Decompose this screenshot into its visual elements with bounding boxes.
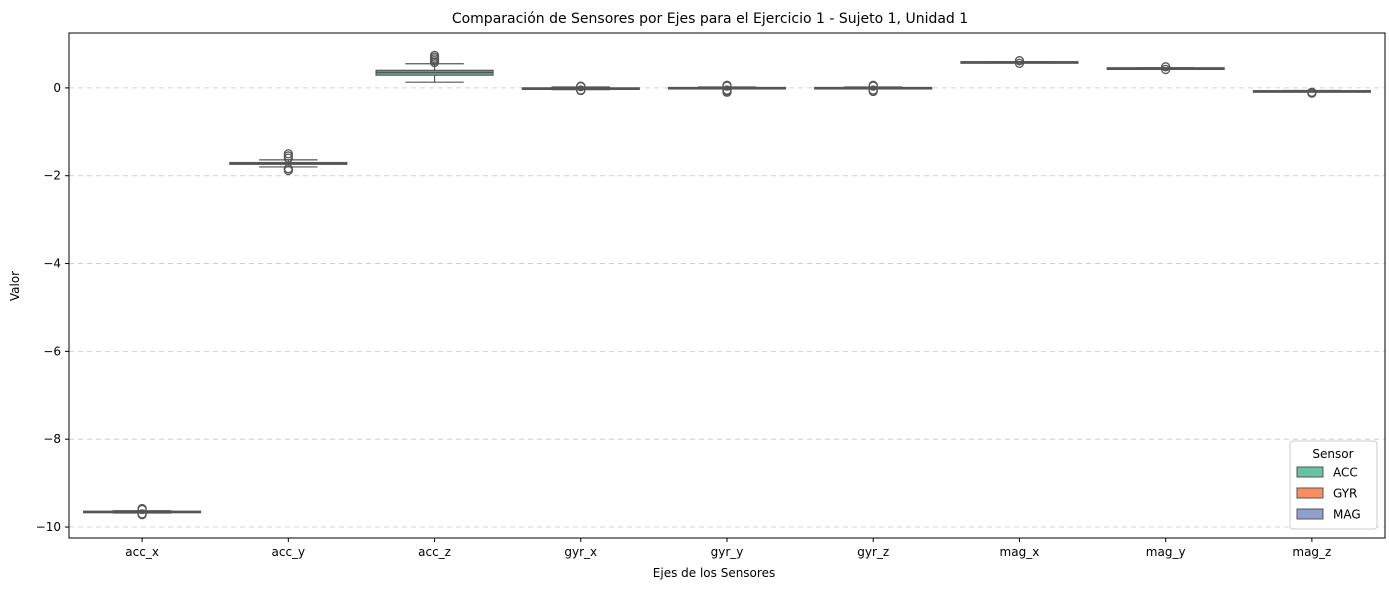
x-tick-label: acc_z bbox=[418, 545, 451, 559]
box-gyr_y bbox=[667, 80, 787, 97]
box-mag_x bbox=[960, 56, 1079, 68]
y-tick-label: −10 bbox=[36, 520, 61, 534]
legend-swatch-acc bbox=[1296, 466, 1324, 478]
y-tick-label: 0 bbox=[53, 81, 61, 95]
x-tick-label: gyr_x bbox=[564, 545, 597, 559]
outlier-point bbox=[576, 81, 586, 91]
x-axis: acc_x acc_y acc_z gyr_x gyr_y gyr_z mag_x mag_y… bbox=[125, 538, 1331, 559]
legend-label-acc: ACC bbox=[1333, 466, 1358, 480]
y-tick-label: −4 bbox=[43, 257, 61, 271]
legend-label-mag: MAG bbox=[1333, 508, 1361, 522]
x-tick-label: acc_x bbox=[125, 545, 159, 559]
x-tick-label: mag_x bbox=[1000, 545, 1040, 559]
outlier-point bbox=[137, 504, 147, 515]
legend-box bbox=[1289, 440, 1378, 530]
grid-lines bbox=[69, 87, 1385, 528]
y-tick-label: −8 bbox=[43, 432, 61, 446]
x-tick-label: acc_y bbox=[272, 545, 306, 559]
box-gyr_x bbox=[521, 81, 640, 96]
box-mag_z bbox=[1252, 87, 1371, 98]
outlier-point bbox=[1014, 56, 1025, 66]
legend-label-gyr: GYR bbox=[1333, 487, 1357, 501]
outlier-point bbox=[429, 50, 440, 61]
outlier-point bbox=[868, 85, 878, 95]
box-group bbox=[83, 50, 1371, 520]
y-tick-label: −2 bbox=[43, 169, 61, 183]
outlier-point bbox=[1307, 88, 1317, 98]
outlier-point bbox=[1161, 64, 1171, 75]
chart-title: Comparación de Sensores por Ejes para el… bbox=[452, 11, 968, 27]
x-tick-label: gyr_z bbox=[857, 545, 889, 559]
legend-swatch-gyr bbox=[1296, 487, 1324, 499]
outlier-point bbox=[722, 85, 732, 95]
legend-title: Sensor bbox=[1312, 447, 1353, 461]
outlier-point bbox=[576, 85, 586, 95]
outlier-point bbox=[137, 510, 147, 520]
legend: Sensor ACC GYR MAG bbox=[1289, 440, 1378, 530]
outlier-point bbox=[283, 165, 293, 176]
outlier-point bbox=[1161, 62, 1171, 72]
box-acc_z bbox=[375, 50, 494, 83]
box-mag_y bbox=[1106, 62, 1225, 75]
y-axis-label: Valor bbox=[8, 271, 22, 301]
x-tick-label: gyr_y bbox=[711, 545, 744, 559]
outlier-point bbox=[1014, 58, 1025, 68]
box-acc_x bbox=[83, 503, 202, 520]
box-acc_y bbox=[229, 149, 348, 176]
box-gyr_z bbox=[814, 80, 933, 97]
plot-frame bbox=[68, 32, 1386, 539]
x-tick-label: mag_y bbox=[1146, 545, 1186, 559]
y-tick-label: −6 bbox=[43, 344, 61, 358]
legend-swatch-mag bbox=[1296, 508, 1324, 520]
outlier-point bbox=[868, 80, 878, 90]
x-axis-label: Ejes de los Sensores bbox=[653, 566, 775, 580]
outlier-point bbox=[722, 80, 732, 90]
x-tick-label: mag_z bbox=[1292, 545, 1331, 559]
y-axis: 0 −2 −4 −6 −8 −10 bbox=[36, 81, 69, 534]
outlier-point bbox=[283, 153, 293, 163]
